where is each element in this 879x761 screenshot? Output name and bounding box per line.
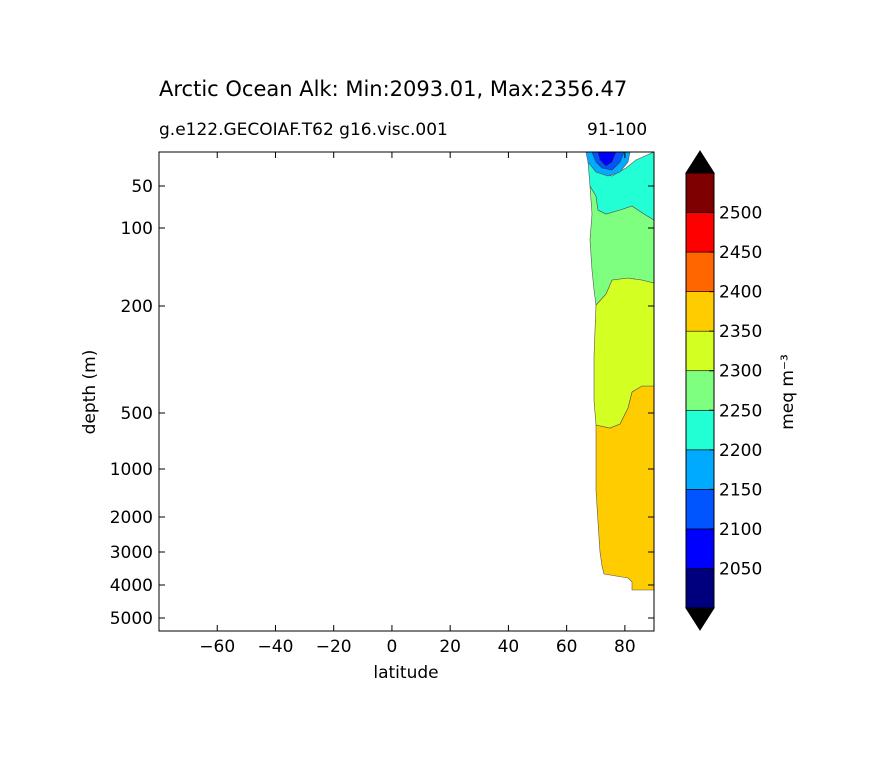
colorbar-segment (685, 172, 715, 213)
colorbar-tick-label: 2500 (719, 204, 762, 224)
chart-title: Arctic Ocean Alk: Min:2093.01, Max:2356.… (159, 77, 628, 101)
colorbar-extend-top (685, 150, 715, 174)
contour-fills (585, 151, 655, 591)
x-tick-label: −40 (258, 637, 294, 657)
colorbar-tick-label: 2200 (719, 441, 762, 461)
colorbar-tick-label: 2150 (719, 480, 762, 500)
x-tick-label: 20 (439, 637, 461, 657)
colorbar-segment (685, 449, 715, 490)
colorbar-segment (685, 370, 715, 411)
colorbar-tick-label: 2350 (719, 322, 762, 342)
colorbar-label: meq m⁻³ (778, 354, 798, 430)
year-range-subtitle: 91-100 (587, 120, 648, 140)
colorbar-tick-label: 2050 (719, 559, 762, 579)
colorbar-segment (685, 251, 715, 292)
colorbar-segment (685, 489, 715, 530)
x-tick-label: −60 (199, 637, 235, 657)
y-tick-label: 5000 (110, 609, 153, 629)
colorbar-tick-label: 2100 (719, 520, 762, 540)
x-tick-label: −20 (316, 637, 352, 657)
y-tick-label: 1000 (110, 460, 153, 480)
y-tick-label: 4000 (110, 576, 153, 596)
colorbar-segment (685, 330, 715, 372)
colorbar-segment (685, 528, 715, 569)
colorbar-extend-bottom (685, 607, 715, 631)
x-tick-label: 0 (387, 637, 398, 657)
x-tick-label: 40 (498, 637, 520, 657)
x-axis: −60 −40 −20 0 20 40 60 80 (199, 152, 636, 657)
y-axis-title: depth (m) (80, 350, 100, 435)
colorbar: 2050 2100 2150 2200 2250 2300 2350 2400 2450 2500 (685, 150, 762, 631)
colorbar-tick-label: 2250 (719, 401, 762, 421)
y-tick-label: 200 (121, 297, 153, 317)
colorbar-segment (685, 291, 715, 332)
colorbar-tick-label: 2300 (719, 362, 762, 382)
y-tick-label: 2000 (110, 508, 153, 528)
case-name-subtitle: g.e122.GECOIAF.T62 g16.visc.001 (159, 120, 448, 140)
x-axis-title: latitude (373, 663, 438, 683)
y-tick-label: 500 (121, 404, 153, 424)
colorbar-frame (685, 172, 715, 609)
x-tick-label: 80 (614, 637, 636, 657)
colorbar-tick-label: 2450 (719, 243, 762, 263)
x-tick-label: 60 (556, 637, 578, 657)
colorbar-segment (685, 568, 715, 609)
y-tick-label: 50 (131, 177, 153, 197)
y-tick-label: 100 (121, 219, 153, 239)
plot-frame (158, 151, 655, 632)
y-axis: 50 100 200 500 1000 2000 3000 4000 5000 (110, 177, 654, 629)
colorbar-segment (685, 409, 715, 451)
y-tick-label: 3000 (110, 543, 153, 563)
colorbar-tick-label: 2400 (719, 283, 762, 303)
colorbar-segment (685, 212, 715, 253)
